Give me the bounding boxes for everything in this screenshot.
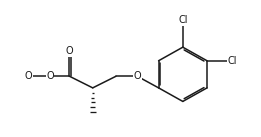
Text: Cl: Cl: [178, 15, 188, 25]
Text: O: O: [46, 71, 54, 81]
Text: O: O: [133, 71, 141, 81]
Text: Cl: Cl: [227, 56, 237, 66]
Text: O: O: [66, 46, 73, 56]
Text: O: O: [25, 71, 33, 81]
